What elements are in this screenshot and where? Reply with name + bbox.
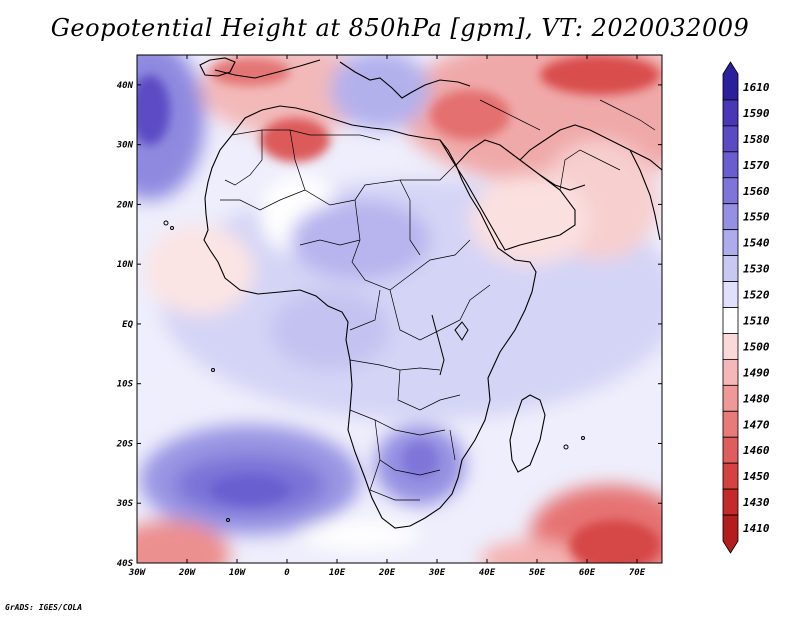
colorbar-label: 1450 xyxy=(743,470,770,483)
colorbar-swatch xyxy=(722,61,739,101)
colorbar-label: 1560 xyxy=(743,185,770,198)
colorbar-label: 1540 xyxy=(743,237,770,250)
colorbar-swatch xyxy=(722,333,739,360)
colorbar-swatch xyxy=(722,151,739,179)
lat-label: 30S xyxy=(116,499,134,509)
colorbar-label: 1470 xyxy=(743,418,770,431)
colorbar-swatch xyxy=(722,255,739,282)
colorbar-label: 1410 xyxy=(743,522,770,535)
lon-label: 30E xyxy=(428,568,446,578)
map-frame xyxy=(136,54,663,564)
latitude-axis: 40N 30N 20N 10N EQ 10S 20S 30S 40S xyxy=(116,81,662,569)
colorbar-label: 1460 xyxy=(743,444,770,457)
lon-label: 10W xyxy=(229,568,247,578)
lat-label: 20N xyxy=(116,200,134,210)
lon-label: 30W xyxy=(128,568,147,578)
lat-label: 30N xyxy=(116,141,134,151)
height-field xyxy=(137,55,662,563)
lon-label: 20E xyxy=(378,568,396,578)
coastlines xyxy=(199,57,662,529)
colorbar-label: 1610 xyxy=(743,81,770,94)
colorbar-swatch xyxy=(722,358,739,386)
colorbar-label: 1490 xyxy=(743,366,770,379)
colorbar-swatch xyxy=(722,281,739,308)
colorbar-label: 1520 xyxy=(743,289,770,302)
colorbar-swatch xyxy=(722,229,739,257)
country-borders xyxy=(220,99,656,501)
colorbar-swatch xyxy=(722,514,739,554)
colorbar-swatch xyxy=(722,436,739,464)
colorbar-swatch xyxy=(722,462,739,490)
colorbar-label: 1590 xyxy=(743,107,770,120)
colorbar-label: 1550 xyxy=(743,211,770,224)
lon-label: 60E xyxy=(579,568,596,578)
colorbar-swatch xyxy=(722,384,739,412)
colorbar-swatch xyxy=(722,177,739,205)
lon-label: 70E xyxy=(629,568,646,578)
colorbar-label: 1430 xyxy=(743,496,770,509)
map-title: Geopotential Height at 850hPa [gpm], VT:… xyxy=(50,14,750,42)
lon-label: 20W xyxy=(178,568,197,578)
lat-label: EQ xyxy=(122,320,133,330)
lat-label: 10N xyxy=(117,260,134,270)
colorbar-swatch xyxy=(722,307,739,334)
colorbar-label: 1500 xyxy=(743,340,770,353)
colorbar-swatch xyxy=(722,125,739,153)
lon-label: 50E xyxy=(529,568,546,578)
lat-label: 10S xyxy=(117,380,134,390)
lon-label: 10E xyxy=(329,568,346,578)
lon-label: 40E xyxy=(479,568,496,578)
lon-label: 0 xyxy=(284,568,290,578)
grads-credit: GrADS: IGES/COLA xyxy=(5,603,83,612)
longitude-axis: 30W 20W 10W 0 10E 20E 30E 40E 50E 60E 70E xyxy=(128,55,646,578)
lat-label: 40N xyxy=(117,81,134,91)
colorbar-label: 1480 xyxy=(743,392,770,405)
colorbar-label: 1530 xyxy=(743,263,770,276)
colorbar-swatch xyxy=(722,203,739,231)
lat-label: 20S xyxy=(116,439,134,449)
lat-label: 40S xyxy=(117,559,134,569)
colorbar-swatch xyxy=(722,410,739,438)
colorbar-swatch xyxy=(722,488,739,516)
colorbar-label: 1580 xyxy=(743,133,770,146)
colorbar: 1610 1590 1580 1570 1560 1550 1540 1530 1520 1510… xyxy=(722,61,770,554)
colorbar-swatch xyxy=(722,99,739,127)
islands xyxy=(163,220,585,522)
colorbar-label: 1570 xyxy=(743,159,770,172)
colorbar-label: 1510 xyxy=(743,314,770,327)
